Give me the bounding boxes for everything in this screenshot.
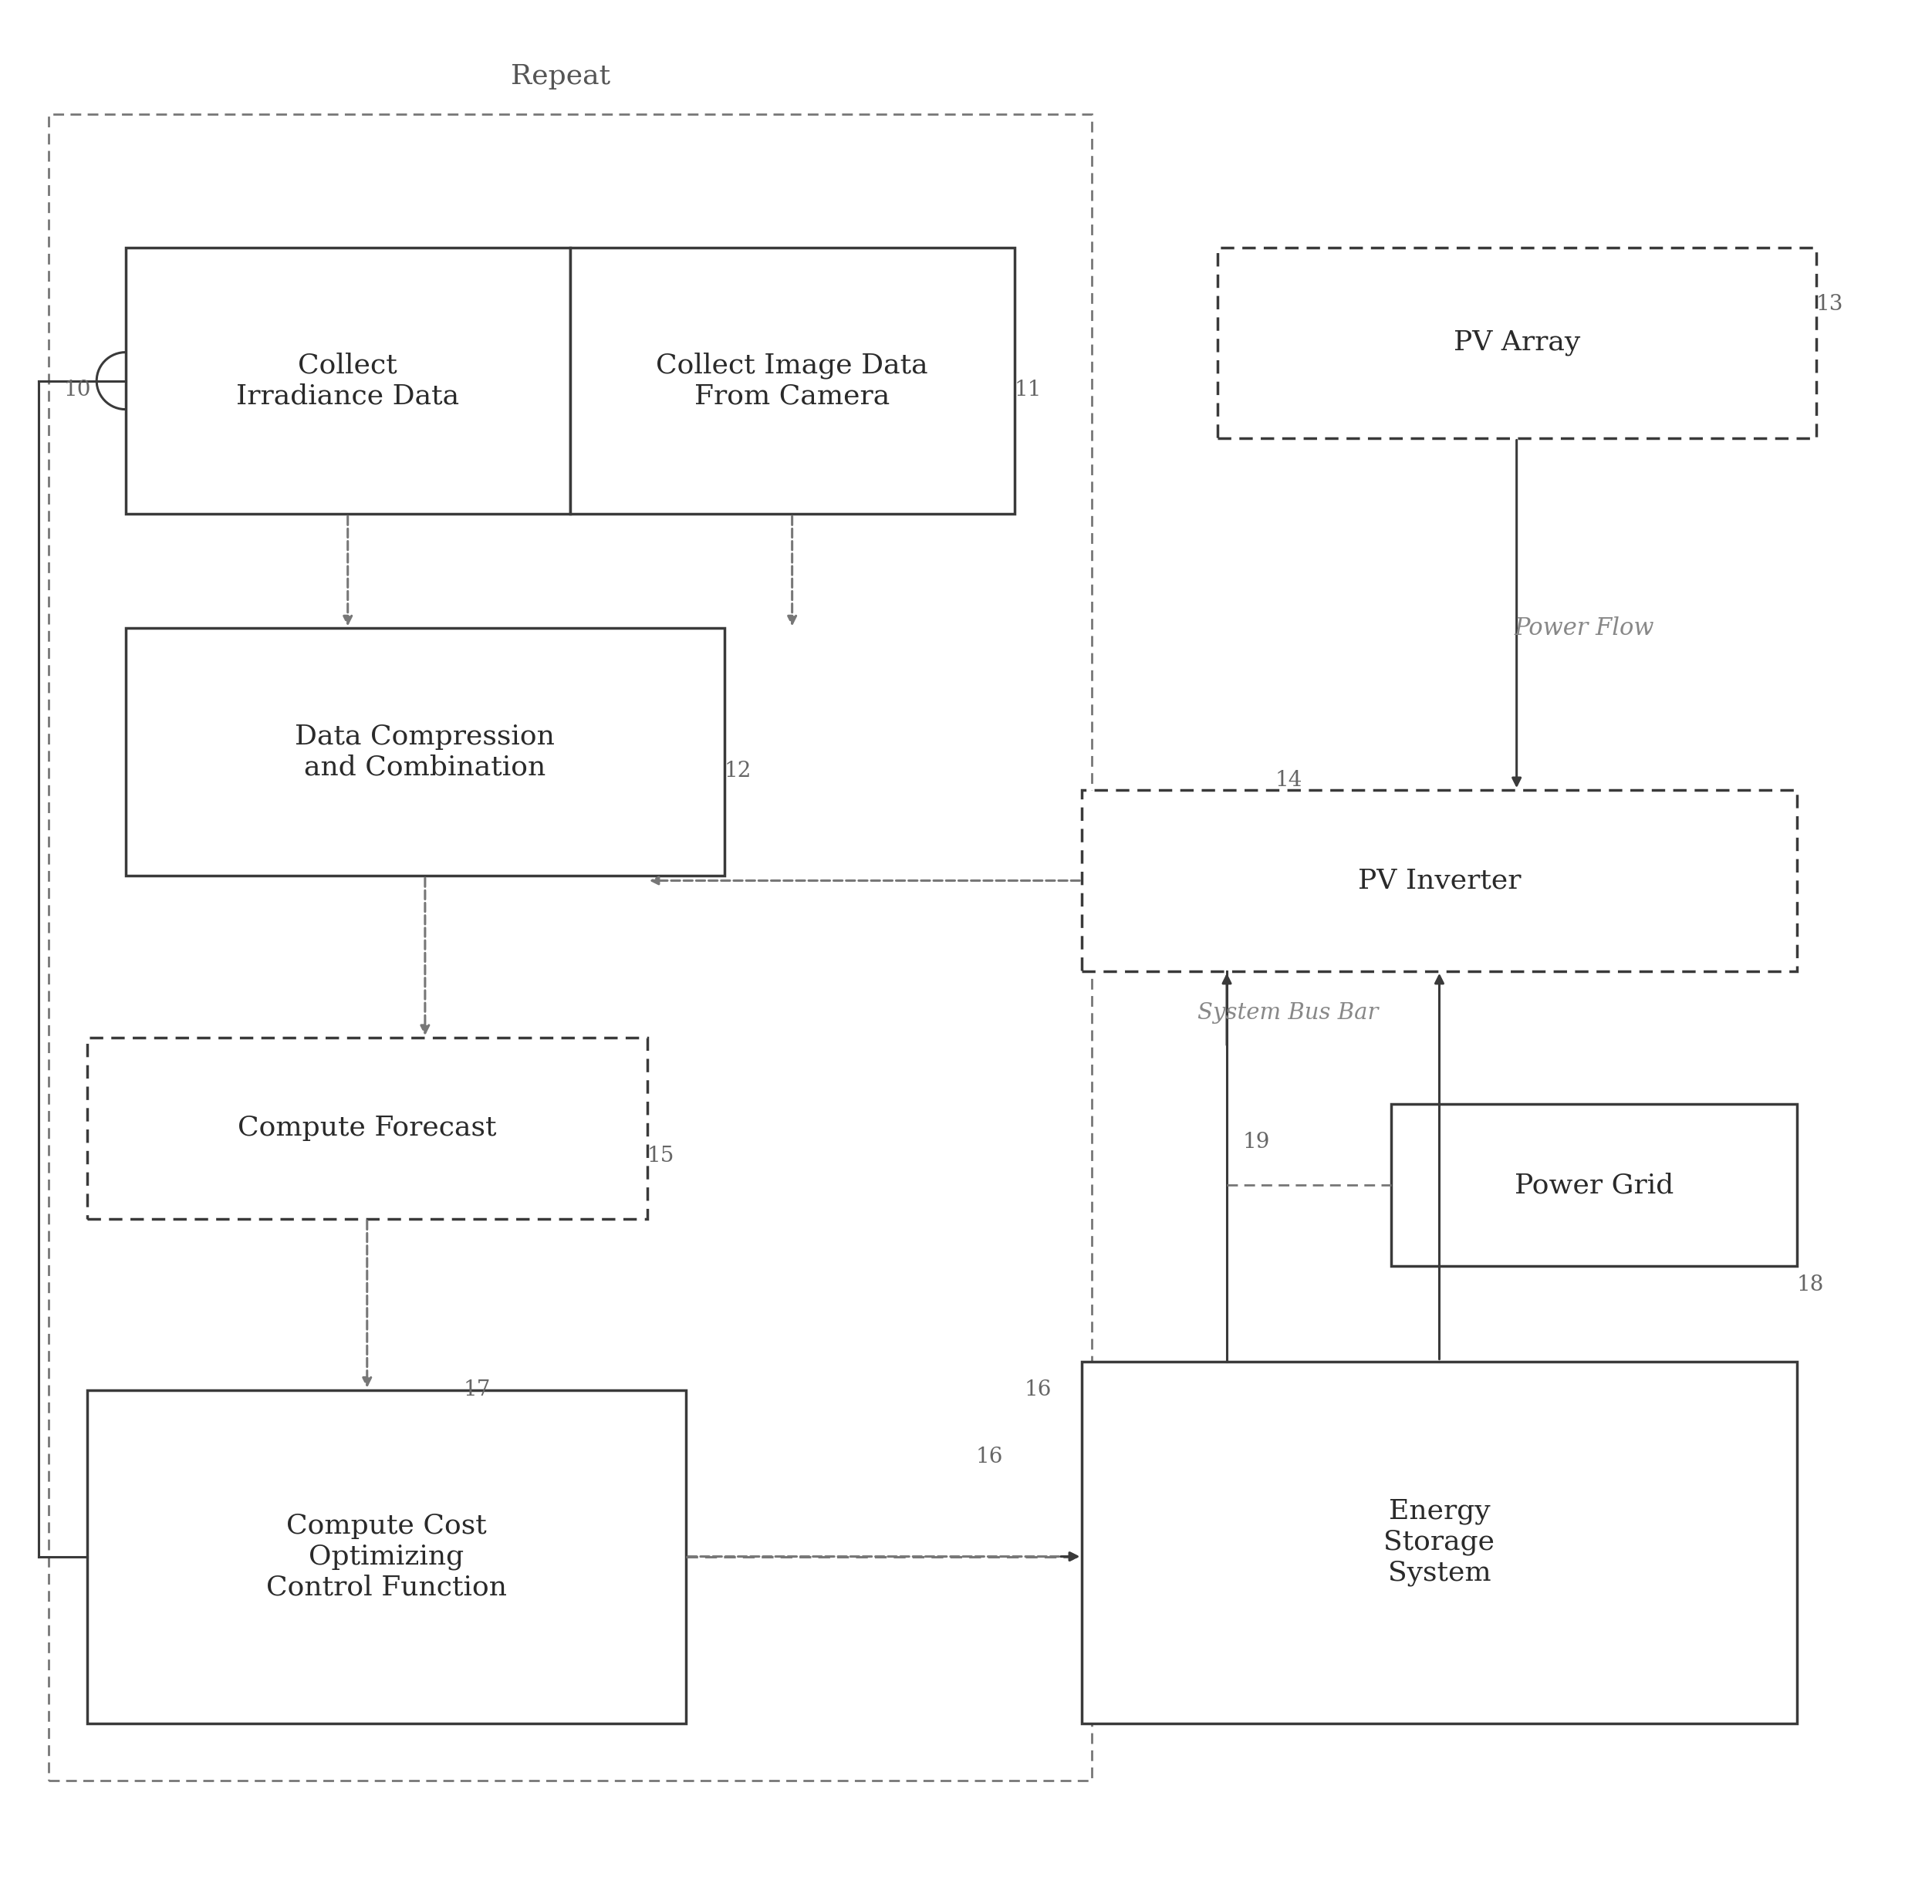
Text: Collect
Irradiance Data: Collect Irradiance Data <box>236 352 460 409</box>
FancyBboxPatch shape <box>1082 1361 1797 1723</box>
Text: Collect Image Data
From Camera: Collect Image Data From Camera <box>657 352 927 409</box>
Text: 14: 14 <box>1275 771 1302 790</box>
FancyBboxPatch shape <box>87 1038 647 1219</box>
FancyBboxPatch shape <box>87 1390 686 1723</box>
Text: Compute Forecast: Compute Forecast <box>238 1116 497 1140</box>
FancyBboxPatch shape <box>1391 1104 1797 1266</box>
Text: Data Compression
and Combination: Data Compression and Combination <box>296 724 554 781</box>
Text: 13: 13 <box>1816 295 1843 314</box>
Text: Power Grid: Power Grid <box>1515 1173 1673 1198</box>
Text: 12: 12 <box>724 762 752 781</box>
FancyBboxPatch shape <box>126 628 724 876</box>
Text: 16: 16 <box>976 1447 1003 1466</box>
Text: PV Array: PV Array <box>1453 329 1580 356</box>
Text: 15: 15 <box>647 1146 674 1165</box>
Text: PV Inverter: PV Inverter <box>1358 868 1520 893</box>
Text: System Bus Bar: System Bus Bar <box>1198 1002 1379 1024</box>
Text: 17: 17 <box>464 1380 491 1399</box>
Text: 11: 11 <box>1014 381 1041 400</box>
Text: 10: 10 <box>64 381 91 400</box>
Text: Power Flow: Power Flow <box>1515 617 1654 640</box>
FancyBboxPatch shape <box>570 248 1014 514</box>
FancyBboxPatch shape <box>1082 790 1797 971</box>
Text: Compute Cost
Optimizing
Control Function: Compute Cost Optimizing Control Function <box>267 1514 506 1599</box>
Text: 19: 19 <box>1242 1133 1269 1152</box>
FancyBboxPatch shape <box>1217 248 1816 438</box>
Text: 18: 18 <box>1797 1276 1824 1295</box>
Text: Repeat: Repeat <box>510 63 611 89</box>
FancyBboxPatch shape <box>126 248 570 514</box>
Text: Energy
Storage
System: Energy Storage System <box>1383 1498 1495 1586</box>
Text: 16: 16 <box>1024 1380 1051 1399</box>
